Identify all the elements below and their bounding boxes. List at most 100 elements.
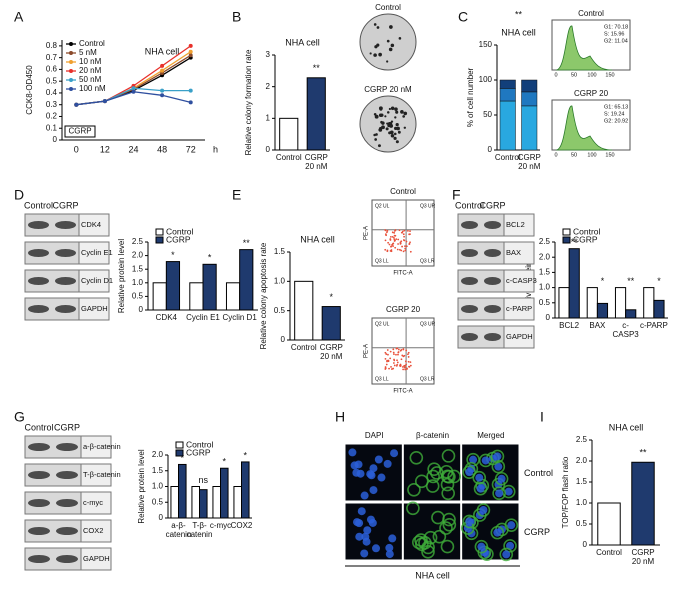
blot-band bbox=[56, 527, 78, 535]
y-tick-label: 0.5 bbox=[132, 292, 144, 301]
blot-label-bg bbox=[80, 547, 112, 571]
inset-stat: G2: 11.04 bbox=[604, 38, 628, 44]
blot-band bbox=[461, 221, 478, 229]
event bbox=[389, 250, 392, 252]
bar-segment bbox=[521, 105, 538, 151]
bar bbox=[199, 489, 208, 519]
x-tick-label: BCL2 bbox=[559, 321, 580, 330]
event bbox=[390, 245, 392, 248]
event bbox=[392, 362, 395, 364]
green-stain bbox=[427, 462, 441, 476]
blot-label-bg bbox=[503, 269, 535, 293]
quadrant: Q3 UR bbox=[420, 321, 436, 327]
inset-stat: S: 15.96 bbox=[604, 31, 625, 37]
event bbox=[396, 359, 398, 362]
event bbox=[404, 360, 407, 363]
point bbox=[160, 93, 165, 98]
colony bbox=[375, 133, 378, 136]
blot-column: Control bbox=[24, 200, 53, 210]
y-tick-label: 3 bbox=[266, 50, 271, 59]
legend-label: Control bbox=[166, 226, 194, 236]
blot-band bbox=[484, 249, 501, 257]
inset-title: Control bbox=[578, 9, 604, 18]
y-tick-label: 1.5 bbox=[539, 268, 551, 277]
legend-swatch bbox=[175, 441, 184, 449]
significance: * bbox=[657, 276, 661, 286]
nucleus bbox=[481, 456, 490, 465]
bar bbox=[165, 261, 181, 311]
y-tick-label: 2.0 bbox=[152, 450, 164, 459]
event bbox=[385, 363, 388, 366]
nucleus bbox=[390, 449, 399, 458]
event bbox=[386, 359, 389, 362]
green-stain bbox=[441, 486, 455, 501]
event bbox=[402, 348, 405, 351]
panel-letter: A bbox=[14, 9, 24, 25]
green-stain bbox=[426, 469, 440, 484]
event bbox=[392, 351, 395, 354]
y-tick-label: 0 bbox=[583, 540, 588, 549]
event bbox=[402, 368, 405, 371]
blot-label: BCL2 bbox=[506, 220, 525, 229]
bar bbox=[279, 117, 299, 151]
event bbox=[384, 248, 387, 251]
legend-marker bbox=[69, 78, 73, 82]
bar bbox=[152, 282, 167, 311]
y-axis-label: Relative colony apoptosis rate bbox=[259, 242, 268, 349]
inset-tick: 100 bbox=[587, 152, 596, 158]
bar bbox=[643, 287, 655, 319]
green-stain bbox=[431, 510, 445, 525]
nucleus bbox=[363, 526, 372, 535]
blot-band bbox=[28, 499, 50, 507]
event bbox=[393, 359, 396, 362]
event bbox=[386, 249, 389, 252]
colony bbox=[403, 126, 406, 129]
blot-band bbox=[55, 221, 76, 229]
y-tick-label: 50 bbox=[483, 110, 492, 119]
column-header: Merged bbox=[477, 431, 504, 440]
event bbox=[407, 356, 410, 358]
event bbox=[384, 233, 387, 236]
colony bbox=[386, 111, 390, 114]
y-tick-label: 0.3 bbox=[46, 100, 58, 109]
y-tick-label: 2.5 bbox=[576, 435, 588, 444]
panel-letter: C bbox=[458, 9, 468, 25]
x-tick-label: c-PARP bbox=[639, 321, 668, 330]
x-tick-label-box: CDK4 bbox=[156, 313, 177, 322]
colony bbox=[386, 122, 389, 125]
event bbox=[391, 235, 394, 238]
green-stain bbox=[503, 539, 517, 553]
event bbox=[388, 367, 390, 370]
event bbox=[404, 368, 407, 371]
y-tick-label: 0.4 bbox=[46, 88, 58, 97]
inset-tick: 0 bbox=[554, 72, 557, 78]
bar bbox=[294, 280, 314, 341]
significance: ** bbox=[515, 9, 523, 19]
x-tick-label: Control bbox=[494, 153, 521, 162]
colony bbox=[376, 26, 380, 29]
flow-plot bbox=[371, 199, 435, 267]
event bbox=[387, 359, 390, 362]
y-tick-label: 1.5 bbox=[152, 466, 164, 475]
bar-segment bbox=[499, 100, 516, 151]
blot-label-bg bbox=[78, 269, 110, 293]
nucleus bbox=[372, 544, 381, 553]
panel-letter: D bbox=[14, 187, 24, 203]
colony bbox=[395, 123, 399, 127]
x-tick-label: 72 bbox=[186, 144, 196, 154]
legend-swatch bbox=[562, 228, 571, 236]
event bbox=[386, 349, 389, 351]
event bbox=[390, 366, 392, 368]
x-tick-label-box: Control bbox=[596, 548, 622, 557]
green-stain bbox=[472, 470, 487, 485]
event bbox=[399, 243, 402, 245]
y-tick-label: 0 bbox=[159, 513, 164, 522]
flow-title: CGRP 20 bbox=[386, 305, 421, 314]
blot-band bbox=[28, 221, 49, 229]
x-tick-label: Cyclin E1 bbox=[186, 313, 220, 322]
colony bbox=[393, 132, 397, 136]
blot-label-bg bbox=[80, 463, 112, 487]
green-stain bbox=[432, 529, 447, 544]
bar bbox=[241, 461, 250, 519]
blot-label-bg bbox=[78, 213, 110, 237]
